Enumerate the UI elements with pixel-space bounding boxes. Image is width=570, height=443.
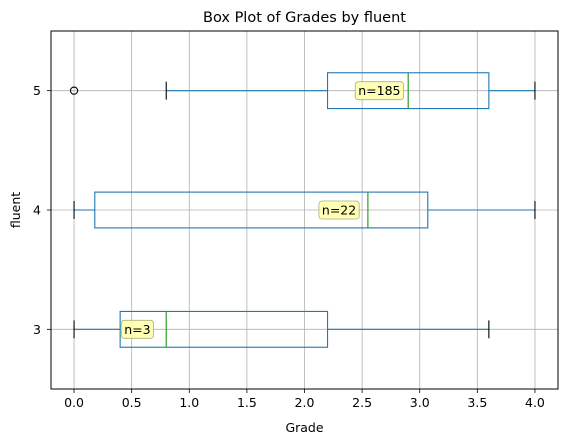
x-tick-label: 1.0 — [179, 395, 199, 410]
y-tick-label: 5 — [33, 83, 41, 98]
box-group-4 — [73, 191, 536, 229]
x-tick-label: 4.0 — [525, 395, 545, 410]
sample-size-label: n=3 — [124, 322, 150, 337]
x-tick-label: 2.0 — [295, 395, 315, 410]
x-tick-label: 3.5 — [467, 395, 487, 410]
sample-size-label-background — [318, 200, 360, 220]
y-axis-label: fluent — [8, 192, 23, 228]
annotations: n=3 n=22 n=185 — [120, 81, 404, 339]
boxes — [69, 72, 536, 348]
outlier-point — [69, 86, 79, 95]
sample-size-label-background — [120, 319, 155, 339]
x-tick-label: 0.5 — [122, 395, 142, 410]
x-tick-label: 3.0 — [410, 395, 430, 410]
y-tick-label: 3 — [33, 322, 41, 337]
ticks: 0.0 0.5 1.0 1.5 2.0 2.5 3.0 3.5 4.0 3 4 5 — [33, 83, 545, 410]
y-tick-label: 4 — [33, 203, 41, 218]
sample-size-label-background — [354, 81, 404, 101]
box-group-5 — [69, 72, 536, 110]
x-tick-label: 1.5 — [237, 395, 257, 410]
iqr-box — [119, 310, 329, 348]
x-axis-label: Grade — [285, 420, 323, 435]
sample-size-label: n=22 — [322, 203, 356, 218]
sample-size-label: n=185 — [358, 83, 400, 98]
iqr-box — [94, 191, 429, 229]
chart-title: Box Plot of Grades by fluent — [203, 10, 406, 26]
x-tick-label: 0.0 — [64, 395, 84, 410]
box-group-3 — [73, 310, 490, 348]
x-tick-label: 2.5 — [352, 395, 372, 410]
